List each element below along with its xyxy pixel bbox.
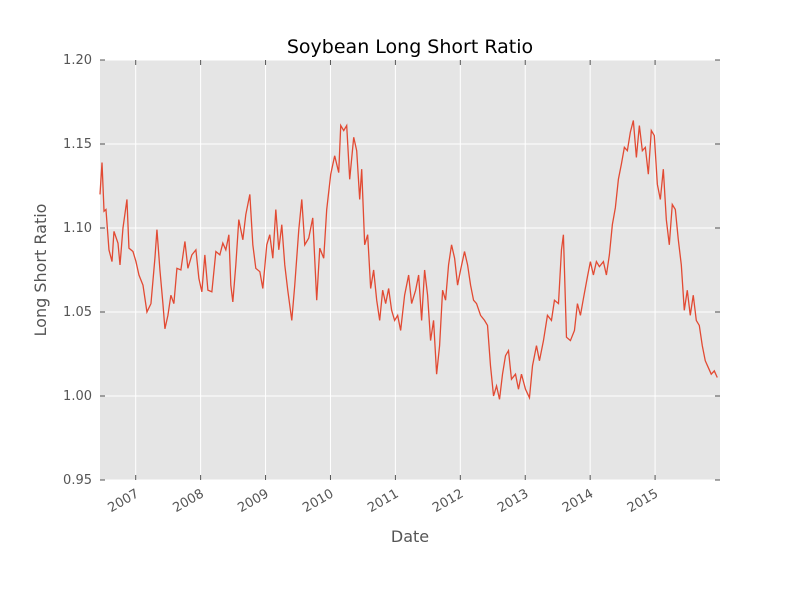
y-tick-label: 1.10 (63, 221, 92, 236)
x-tick-label: 2011 (365, 486, 401, 516)
x-tick-label: 2009 (235, 486, 271, 516)
plot-background (100, 60, 720, 480)
x-tick-label: 2013 (495, 486, 531, 516)
y-tick-label: 1.15 (63, 137, 92, 152)
y-axis-label: Long Short Ratio (31, 204, 50, 337)
x-tick-label: 2007 (106, 486, 142, 516)
x-tick-label: 2012 (430, 486, 466, 516)
x-axis-label: Date (391, 527, 429, 546)
y-tick-label: 1.20 (63, 53, 92, 68)
chart-title: Soybean Long Short Ratio (287, 36, 533, 58)
x-tick-label: 2014 (560, 486, 596, 516)
y-tick-label: 0.95 (63, 473, 92, 488)
data-line (99, 120, 718, 401)
y-tick-label: 1.05 (63, 305, 92, 320)
x-tick-label: 2010 (300, 486, 336, 516)
x-tick-label: 2015 (625, 486, 661, 516)
x-tick-label: 2008 (170, 486, 206, 516)
y-tick-label: 1.00 (63, 389, 92, 404)
